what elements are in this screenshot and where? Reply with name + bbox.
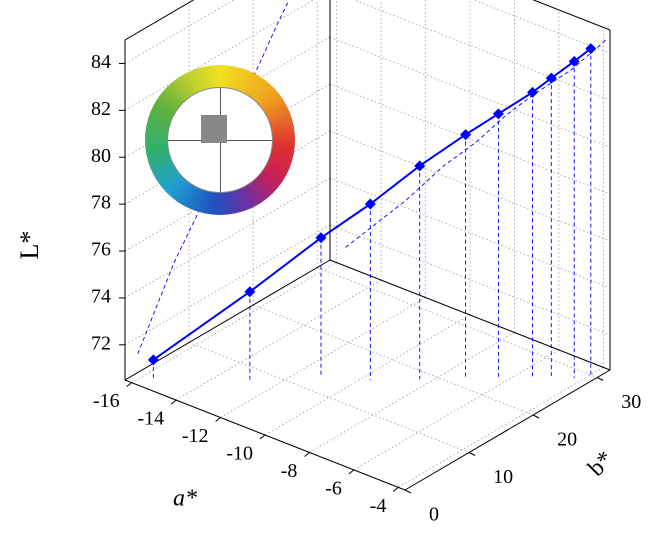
z-tick-label: 78 — [91, 192, 111, 214]
grid-line — [188, 342, 470, 453]
data-point — [414, 160, 426, 172]
axis-edge — [404, 369, 611, 491]
axis-edge — [124, 259, 331, 381]
color-wheel — [145, 65, 295, 215]
grid-line — [309, 332, 515, 453]
x-axis-title: a* — [173, 486, 197, 512]
grid-line — [131, 262, 337, 383]
grid-line — [264, 314, 471, 436]
tick-mark — [393, 486, 399, 492]
tick-mark — [596, 377, 604, 381]
projection-line — [137, 0, 290, 354]
x-tick-label: -4 — [370, 495, 387, 517]
z-tick-label: 74 — [91, 286, 111, 308]
axis-edge — [124, 0, 195, 41]
x-tick-label: -16 — [93, 390, 120, 412]
projection-line — [345, 39, 606, 248]
z-tick-label: 76 — [91, 239, 111, 261]
x-tick-label: -10 — [226, 443, 253, 465]
data-point — [568, 55, 580, 67]
y-axis-title: b* — [583, 446, 618, 481]
data-point — [545, 72, 557, 84]
tick-mark — [170, 399, 177, 405]
axis-edge — [532, 0, 611, 31]
grid-line — [124, 0, 235, 64]
z-tick-label: 82 — [91, 98, 111, 120]
tick-mark — [259, 434, 266, 440]
tick-mark — [532, 414, 540, 419]
grid-line — [124, 224, 331, 346]
x-tick-label: -12 — [182, 425, 209, 447]
z-tick-label: 84 — [91, 51, 111, 73]
data-point — [492, 108, 504, 120]
z-tick-label: 72 — [91, 332, 111, 354]
y-tick-label: 20 — [557, 429, 577, 451]
data-point — [585, 43, 597, 55]
y-tick-label: 10 — [493, 466, 513, 488]
data-point — [527, 86, 539, 98]
tick-mark — [304, 452, 310, 457]
grid-line — [220, 297, 426, 418]
tick-mark — [404, 489, 412, 494]
data-point — [147, 354, 159, 366]
grid-line — [353, 349, 560, 471]
grid-line — [175, 279, 382, 401]
grid-line — [317, 267, 598, 378]
y-tick-label: 30 — [621, 391, 641, 413]
z-axis-title: L* — [15, 231, 44, 260]
grid-line — [329, 224, 611, 336]
data-point — [244, 286, 256, 298]
data-point — [460, 129, 472, 141]
y-tick-label: 0 — [429, 504, 439, 526]
z-tick-label: 80 — [91, 145, 111, 167]
axis-edge — [329, 259, 611, 371]
color-swatch — [201, 115, 227, 143]
data-point — [315, 232, 327, 244]
x-tick-label: -14 — [137, 408, 164, 430]
tick-mark — [126, 382, 132, 388]
tick-mark — [468, 452, 476, 456]
color-wheel-center — [167, 87, 273, 193]
data-point — [364, 198, 376, 210]
tick-mark — [215, 417, 221, 422]
x-tick-label: -6 — [325, 478, 342, 500]
x-tick-label: -8 — [281, 460, 298, 482]
tick-mark — [348, 469, 355, 475]
